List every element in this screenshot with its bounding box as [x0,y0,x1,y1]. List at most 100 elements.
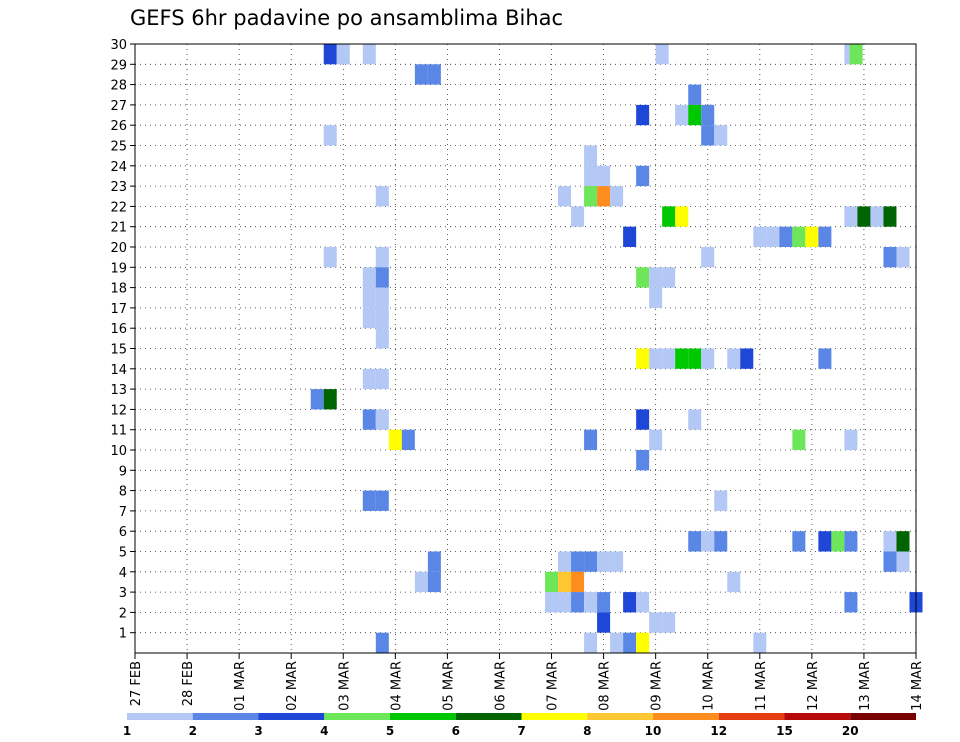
heatmap-cell [870,206,884,227]
heatmap-cell [701,531,715,552]
heatmap-cell [649,612,663,633]
heatmap-cell [597,186,611,207]
heatmap-cell [597,612,611,633]
heatmap-cell [414,64,428,85]
heatmap-cell [649,287,663,308]
heatmap-cell [636,267,650,288]
heatmap-cell [688,84,702,105]
heatmap-cell [362,287,376,308]
heatmap-cell [427,64,441,85]
heatmap-cell [636,450,650,471]
x-tick-label: 01 MAR [233,661,248,711]
heatmap-cell [636,592,650,613]
legend-color-swatch [192,713,259,720]
heatmap-cell [375,328,389,349]
y-tick-label: 29 [110,58,127,73]
heatmap-cell [375,632,389,653]
heatmap-cell [896,531,910,552]
heatmap-cell [362,368,376,390]
heatmap-cell [883,531,897,552]
legend-color-swatch [390,713,456,720]
y-tick-label: 5 [119,546,127,561]
legend-label: 1 [123,724,131,738]
heatmap-cell [584,632,598,653]
heatmap-cell [362,44,376,65]
y-tick-label: 30 [110,38,127,53]
legend-color-swatch [718,713,785,720]
grid-lines [135,44,916,653]
x-tick-label: 03 MAR [337,661,352,711]
heatmap-cell [597,165,611,187]
heatmap-cell [688,531,702,552]
y-tick-label: 23 [110,180,127,195]
heatmap-cell [623,592,637,613]
heatmap-cell [310,389,324,410]
heatmap-cell [323,125,337,146]
y-tick-label: 24 [110,160,127,175]
y-tick-label: 1 [119,627,127,642]
heatmap-cell [375,409,389,430]
heatmap-cell [662,206,676,227]
heatmap-cell [610,551,624,572]
y-tick-label: 20 [110,241,127,256]
heatmap-cell [849,44,863,65]
legend-label: 10 [645,724,662,738]
y-tick-label: 4 [119,566,127,581]
heatmap-cell [844,429,858,450]
heatmap-cell [375,368,389,390]
x-tick-label: 05 MAR [441,661,456,711]
legend-label: 5 [386,724,394,738]
y-tick-label: 25 [110,140,127,155]
heatmap-cell [753,226,767,247]
heatmap-cell [727,348,741,369]
heatmap-cell [388,429,402,450]
heatmap-cell [362,267,376,288]
heatmap-cell [701,247,715,268]
heatmap-cell [558,571,572,593]
heatmap-cell [545,571,559,593]
heatmap-cell [688,409,702,430]
heatmap-cell [571,592,585,613]
heatmap-cell [714,125,728,146]
legend-color-swatch [653,713,719,720]
x-tick-label: 14 MAR [910,661,925,711]
heatmap-cell [597,592,611,613]
heatmap-cell [584,592,598,613]
heatmap-cell [584,145,598,166]
y-tick-label: 2 [119,606,127,621]
heatmap-cell [571,206,585,227]
heatmap-cell [714,531,728,552]
heatmap-cell [584,165,598,187]
heatmap-cell [323,247,337,268]
heatmap-cell [571,551,585,572]
color-legend: 1 2 3 4 5 6 7 8 10 12 15 20 [123,713,916,738]
heatmap-cell [323,389,337,410]
heatmap-cell [414,571,428,593]
heatmap-cell [610,186,624,207]
x-axis-ticks: 27 FEB 28 FEB 01 MAR 02 MAR 03 MAR 04 MAR 05 M… [129,653,925,711]
heatmap-cell [805,226,819,247]
x-tick-label: 07 MAR [546,661,561,711]
heatmap-cell [636,165,650,187]
y-tick-label: 17 [110,302,127,317]
legend-label: 20 [842,724,859,738]
heatmap-cell [584,186,598,207]
heatmap-cell [649,348,663,369]
x-tick-label: 08 MAR [598,661,613,711]
y-tick-label: 6 [119,525,127,540]
heatmap-cell [584,429,598,450]
y-tick-label: 8 [119,485,127,500]
y-tick-label: 28 [110,79,127,94]
heatmap-cell [688,348,702,369]
y-tick-label: 14 [110,363,127,378]
heatmap-cell [375,287,389,308]
legend-color-swatch [850,713,916,720]
heatmap-cell [323,44,337,65]
legend-label: 3 [254,724,262,738]
heatmap-cell [662,612,676,633]
heatmap-cell [427,571,441,593]
heatmap-cell [362,409,376,430]
heatmap-cell [662,348,676,369]
heatmap-cell [831,531,845,552]
heatmap-cell [844,592,858,613]
